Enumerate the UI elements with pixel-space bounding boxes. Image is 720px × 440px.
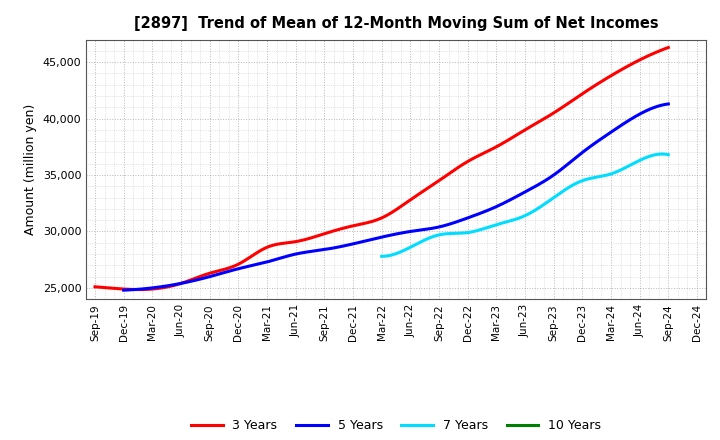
Legend: 3 Years, 5 Years, 7 Years, 10 Years: 3 Years, 5 Years, 7 Years, 10 Years (186, 414, 606, 437)
5 Years (613, 125, 621, 131)
7 Years (378, 254, 387, 259)
7 Years (553, 193, 562, 198)
5 Years (453, 219, 462, 224)
3 Years (135, 287, 143, 292)
Line: 5 Years: 5 Years (124, 104, 668, 290)
7 Years (547, 197, 556, 202)
Title: [2897]  Trend of Mean of 12-Month Moving Sum of Net Incomes: [2897] Trend of Mean of 12-Month Moving … (134, 16, 658, 32)
Y-axis label: Amount (million yen): Amount (million yen) (24, 104, 37, 235)
7 Years (664, 152, 672, 158)
5 Years (121, 287, 130, 293)
Line: 3 Years: 3 Years (95, 48, 668, 290)
Line: 7 Years: 7 Years (382, 154, 668, 257)
7 Years (377, 254, 386, 259)
3 Years (434, 179, 443, 184)
5 Years (444, 222, 452, 227)
5 Years (442, 223, 451, 228)
3 Years (444, 172, 452, 177)
7 Years (657, 151, 666, 157)
3 Years (576, 92, 585, 98)
5 Years (578, 150, 587, 155)
5 Years (664, 101, 672, 106)
3 Years (664, 45, 672, 50)
7 Years (548, 196, 557, 201)
3 Years (91, 284, 99, 290)
3 Years (432, 180, 441, 185)
7 Years (619, 166, 628, 172)
5 Years (120, 287, 128, 293)
7 Years (637, 157, 646, 162)
3 Years (93, 284, 102, 290)
3 Years (612, 70, 621, 75)
